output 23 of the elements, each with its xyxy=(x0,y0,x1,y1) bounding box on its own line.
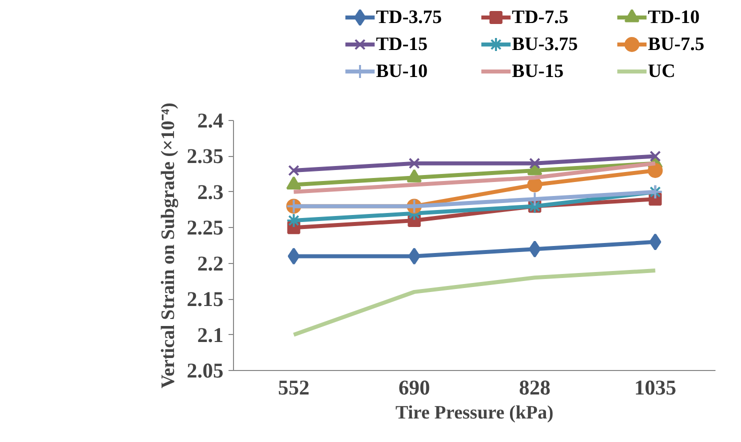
x-tick-label: 552 xyxy=(278,376,310,400)
legend-label: TD-10 xyxy=(648,7,700,28)
x-axis-title: Tire Pressure (kPa) xyxy=(396,402,554,424)
legend-label: BU-15 xyxy=(512,61,564,82)
y-axis-title: Vertical Strain on Subgrade (×10⁻⁴) xyxy=(158,102,179,388)
y-tick-label: 2.3 xyxy=(197,180,224,204)
x-tick-label: 1035 xyxy=(634,376,676,400)
y-tick-label: 2.35 xyxy=(186,144,224,168)
legend-label: BU-3.75 xyxy=(512,34,578,55)
legend-label: TD-3.75 xyxy=(376,7,442,28)
x-tick-label: 690 xyxy=(398,376,430,400)
legend-label: TD-7.5 xyxy=(512,7,568,28)
legend-label: BU-7.5 xyxy=(648,34,704,55)
y-tick-label: 2.1 xyxy=(197,322,224,347)
legend-label: BU-10 xyxy=(376,61,428,82)
y-tick-label: 2.15 xyxy=(186,287,224,312)
y-tick-label: 2.05 xyxy=(186,358,224,382)
y-tick-label: 2.2 xyxy=(197,251,224,276)
y-tick-label: 2.25 xyxy=(186,216,224,240)
x-tick-label: 828 xyxy=(519,376,550,400)
legend-label: UC xyxy=(648,61,676,82)
y-tick-label: 2.4 xyxy=(197,108,224,132)
legend-label: TD-15 xyxy=(376,34,428,55)
